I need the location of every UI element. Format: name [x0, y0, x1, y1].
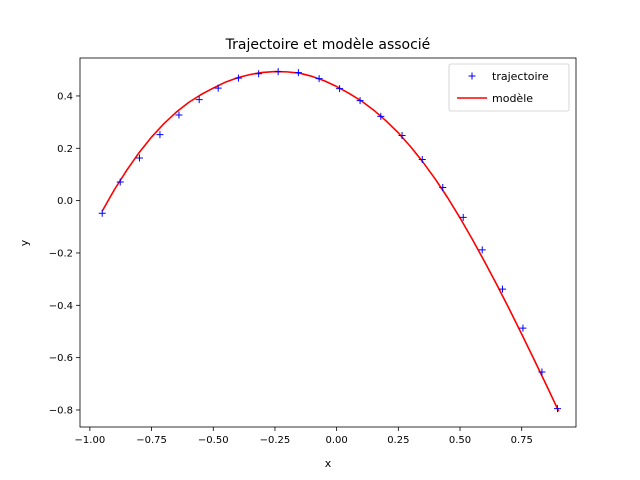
data-point-marker: [336, 85, 344, 93]
legend: trajectoire modèle: [448, 63, 570, 112]
data-point-marker: [315, 75, 323, 83]
data-point-marker: [175, 111, 183, 119]
x-tick-label: 0.25: [387, 435, 409, 446]
series-line-modele: [101, 70, 560, 412]
y-tick-label: −0.6: [49, 353, 73, 364]
x-tick-label: −0.75: [136, 435, 167, 446]
data-point-marker: [274, 68, 282, 76]
x-axis-label: x: [325, 457, 332, 470]
data-point-marker: [156, 131, 164, 139]
data-point-marker: [498, 285, 506, 293]
y-tick-label: −0.4: [49, 301, 73, 312]
y-tick-label: 0.0: [57, 196, 73, 207]
data-point-marker: [214, 84, 222, 92]
x-tick-label: 0.50: [449, 435, 471, 446]
legend-marker-trajectoire: [468, 72, 476, 80]
x-tick-label: −1.00: [75, 435, 106, 446]
data-point-marker: [478, 246, 486, 254]
data-point-marker: [195, 96, 203, 104]
x-tick-label: 0.00: [326, 435, 348, 446]
data-point-marker: [255, 70, 263, 78]
legend-label: modèle: [492, 92, 533, 105]
chart-title: Trajectoire et modèle associé: [225, 37, 431, 53]
data-point-marker: [135, 154, 143, 162]
legend-label: trajectoire: [492, 70, 549, 83]
y-tick-label: 0.4: [57, 91, 73, 102]
data-point-marker: [398, 131, 406, 139]
y-axis-label: y: [18, 239, 31, 246]
data-point-marker: [98, 209, 106, 217]
axes-frame: [79, 57, 577, 428]
y-tick-label: 0.2: [57, 144, 73, 155]
plot-area: −1.00 −0.75 −0.50 −0.25 0.00 0.25 0.50 0.75 −0.8…: [49, 57, 577, 446]
x-tick-label: −0.25: [260, 435, 291, 446]
x-tick-label: −0.50: [198, 435, 229, 446]
data-point-marker: [439, 184, 447, 192]
x-tick-label: 0.75: [511, 435, 533, 446]
legend-box: [448, 63, 570, 112]
y-tick-label: −0.2: [49, 248, 73, 259]
data-point-marker: [553, 405, 561, 413]
data-point-marker: [538, 368, 546, 376]
data-point-marker: [377, 112, 385, 120]
data-point-marker: [356, 97, 364, 105]
y-tick-label: −0.8: [49, 405, 73, 416]
data-point-marker: [116, 178, 124, 186]
data-point-marker: [418, 156, 426, 164]
data-point-marker: [234, 74, 242, 82]
data-point-marker: [294, 69, 302, 77]
data-point-marker: [459, 213, 467, 221]
data-point-marker: [519, 324, 527, 332]
